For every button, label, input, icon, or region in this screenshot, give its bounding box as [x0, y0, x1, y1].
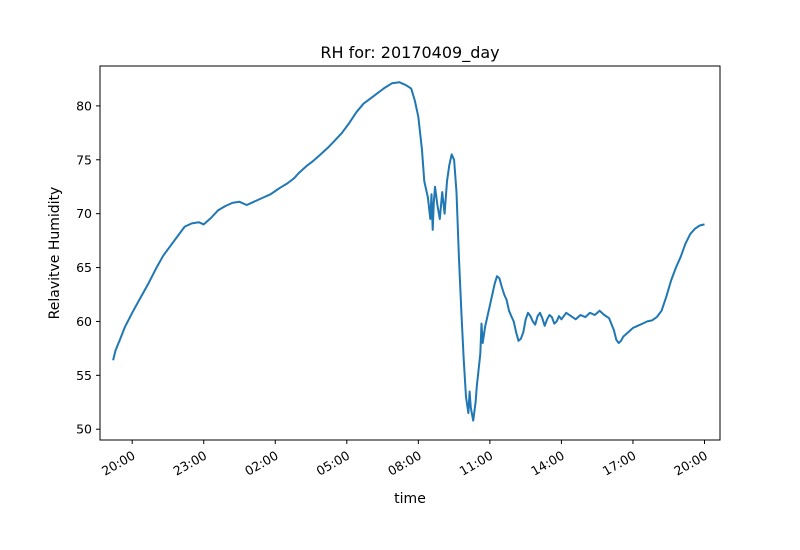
y-tick-label: 80: [76, 98, 92, 113]
plot-area: [112, 81, 705, 422]
x-axis-label: time: [394, 491, 426, 507]
y-axis: 50 55 60 65 70 75 80: [76, 98, 100, 437]
y-tick-label: 60: [76, 314, 92, 329]
y-tick-label: 50: [76, 422, 92, 437]
y-tick-label: 70: [76, 206, 92, 221]
y-tick-label: 65: [76, 260, 92, 275]
chart-title: RH for: 20170409_day: [320, 43, 499, 63]
y-tick-label: 55: [76, 368, 92, 383]
plot-frame: [99, 65, 721, 441]
series-line-0: [112, 81, 705, 422]
y-tick-label: 75: [76, 152, 92, 167]
y-axis-label: Relavitve Humidity: [47, 187, 63, 320]
